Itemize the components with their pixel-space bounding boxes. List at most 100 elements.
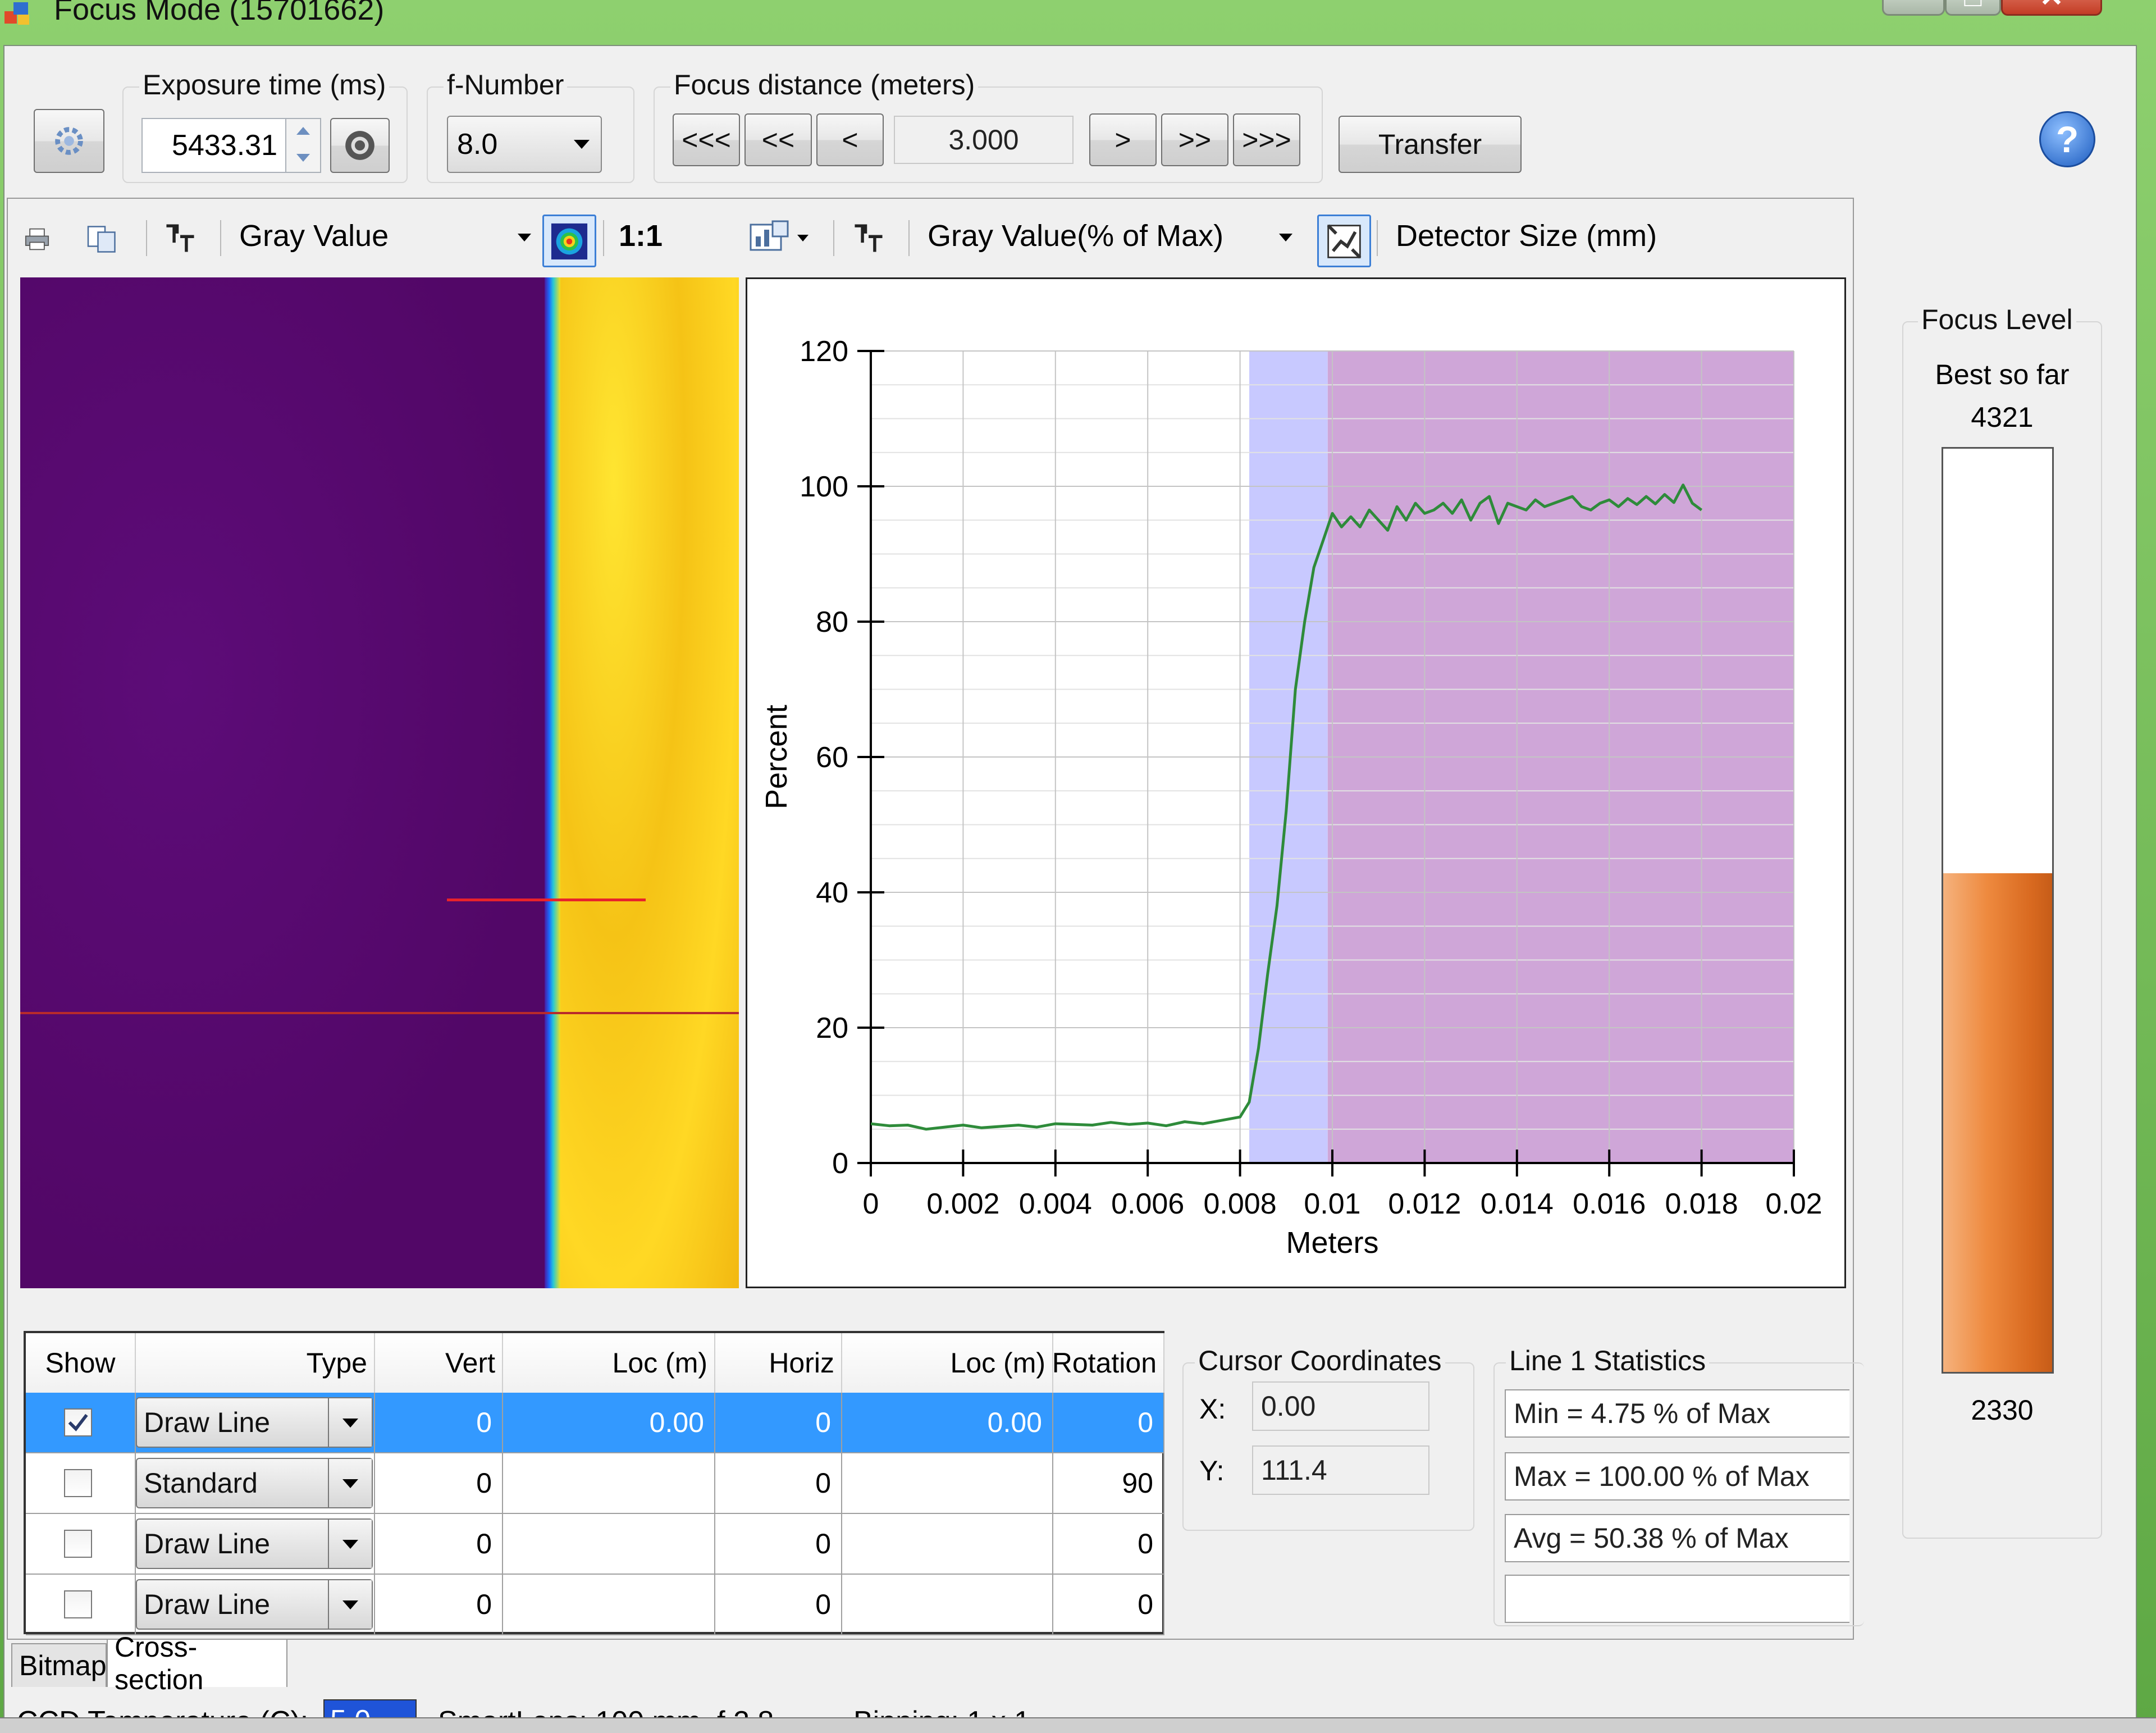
- plot-crosshair-button[interactable]: [850, 220, 889, 256]
- auto-exposure-button[interactable]: [330, 118, 390, 173]
- chevron-down-icon[interactable]: [328, 1520, 372, 1568]
- tab-cross-section[interactable]: Cross-section: [107, 1631, 287, 1695]
- horiz-cell[interactable]: 0: [715, 1393, 842, 1453]
- rotation-cell[interactable]: 0: [1053, 1393, 1164, 1453]
- copy-button[interactable]: [85, 221, 119, 257]
- type-value: Draw Line: [144, 1589, 271, 1620]
- stat-avg: Avg = 50.38 % of Max: [1505, 1514, 1849, 1562]
- y-axis-label: Percent: [760, 705, 793, 809]
- chevron-down-icon[interactable]: [328, 1398, 372, 1447]
- loc2-cell[interactable]: 0.00: [842, 1393, 1053, 1453]
- false-color-button[interactable]: [542, 215, 596, 267]
- column-header-loc-vert[interactable]: Loc (m): [503, 1333, 715, 1393]
- crosshair-line[interactable]: [20, 1012, 739, 1014]
- y-tick-label: 60: [816, 741, 848, 774]
- column-header-horiz[interactable]: Horiz: [715, 1333, 842, 1393]
- spin-up-icon[interactable]: [296, 127, 310, 135]
- vert-cell[interactable]: 0: [375, 1453, 503, 1514]
- plot-mode-select[interactable]: Gray Value(% of Max): [928, 218, 1292, 254]
- chart-layout-button[interactable]: [749, 218, 811, 258]
- cross-section-plot[interactable]: 0 0.002 0.004 0.006 0.008 0.01 0.012 0.014 0.016…: [746, 277, 1846, 1288]
- zoom-one-to-one-button[interactable]: 1:1: [619, 219, 663, 253]
- y-tick-label: 120: [800, 335, 848, 368]
- rotation-cell[interactable]: 0: [1053, 1514, 1164, 1575]
- measurement-line[interactable]: [447, 899, 646, 901]
- loc2-cell[interactable]: [842, 1453, 1053, 1514]
- show-checkbox[interactable]: [64, 1408, 92, 1436]
- focus-forward-button[interactable]: >>: [1161, 113, 1228, 166]
- type-select[interactable]: Draw Line: [136, 1397, 373, 1448]
- vert-cell[interactable]: 0: [375, 1393, 503, 1453]
- series-line[interactable]: [870, 484, 1703, 1131]
- title-bar[interactable]: Focus Mode (15701662) – □ ✕: [0, 0, 2156, 38]
- chevron-down-icon[interactable]: [328, 1580, 372, 1629]
- vert-cell[interactable]: 0: [375, 1514, 503, 1575]
- type-select[interactable]: Draw Line: [136, 1579, 373, 1630]
- units-select[interactable]: Detector Size (mm): [1396, 219, 1657, 253]
- line-chart[interactable]: 0 0.002 0.004 0.006 0.008 0.01 0.012 0.014 0.016…: [747, 279, 1844, 1287]
- crosshair-icon: [855, 224, 883, 252]
- exposure-spinner[interactable]: [285, 118, 321, 173]
- vert-cell[interactable]: 0: [375, 1575, 503, 1635]
- column-header-show[interactable]: Show: [26, 1333, 136, 1393]
- maximize-button[interactable]: □: [1945, 0, 2001, 16]
- rotation-cell[interactable]: 90: [1053, 1453, 1164, 1514]
- close-button[interactable]: ✕: [2001, 0, 2102, 16]
- focus-far-forward-button[interactable]: >>>: [1233, 113, 1300, 166]
- transfer-button[interactable]: Transfer: [1339, 116, 1522, 173]
- show-checkbox[interactable]: [64, 1590, 92, 1618]
- loc1-cell[interactable]: [503, 1453, 715, 1514]
- image-mode-select[interactable]: Gray Value: [239, 218, 531, 254]
- loc2-cell[interactable]: [842, 1514, 1053, 1575]
- focus-step-forward-button[interactable]: >: [1089, 113, 1157, 166]
- loc1-cell[interactable]: 0.00: [503, 1393, 715, 1453]
- spin-down-icon[interactable]: [296, 154, 310, 162]
- horiz-cell[interactable]: 0: [715, 1453, 842, 1514]
- focus-step-back-button[interactable]: <: [816, 113, 884, 166]
- column-header-rotation[interactable]: Rotation: [1052, 1333, 1164, 1393]
- aperture-icon: [345, 131, 374, 160]
- focus-distance-value: 3.000: [894, 116, 1074, 164]
- settings-button[interactable]: [34, 109, 104, 173]
- print-icon: [25, 228, 49, 250]
- focus-current-value: 2330: [1971, 1394, 2034, 1426]
- toolbar-separator: [220, 220, 221, 256]
- rotation-cell[interactable]: 0: [1053, 1575, 1164, 1635]
- focus-level-bar: [1942, 447, 2054, 1374]
- loc1-cell[interactable]: [503, 1514, 715, 1575]
- column-header-vert[interactable]: Vert: [375, 1333, 503, 1393]
- crosshair-button[interactable]: [162, 220, 201, 256]
- show-cell: [26, 1575, 136, 1635]
- minimize-button[interactable]: –: [1882, 0, 1945, 16]
- show-cell: [26, 1453, 136, 1514]
- print-button[interactable]: [25, 221, 49, 257]
- horiz-cell[interactable]: 0: [715, 1575, 842, 1635]
- toolbar-separator: [833, 220, 834, 256]
- type-select[interactable]: Draw Line: [136, 1518, 373, 1569]
- show-checkbox[interactable]: [64, 1469, 92, 1497]
- tab-bitmap[interactable]: Bitmap: [11, 1643, 107, 1687]
- loc1-cell[interactable]: [503, 1575, 715, 1635]
- edge-transition: [545, 277, 560, 1288]
- type-select[interactable]: Standard: [136, 1458, 373, 1508]
- column-header-type[interactable]: Type: [136, 1333, 375, 1393]
- column-header-loc-horiz[interactable]: Loc (m): [842, 1333, 1053, 1393]
- focus-back-button[interactable]: <<: [744, 113, 812, 166]
- fnumber-label: f-Number: [444, 69, 568, 101]
- exposure-input[interactable]: 5433.31: [141, 118, 287, 173]
- help-button[interactable]: ?: [2039, 111, 2095, 167]
- fnumber-select[interactable]: 8.0: [447, 116, 602, 173]
- question-mark-icon: ?: [2055, 118, 2079, 160]
- loc2-cell[interactable]: [842, 1575, 1053, 1635]
- chevron-down-icon: [797, 235, 808, 241]
- autoscale-button[interactable]: [1317, 215, 1371, 267]
- camera-image[interactable]: [20, 277, 739, 1288]
- y-tick-label: 20: [816, 1012, 848, 1045]
- focus-far-back-button[interactable]: <<<: [673, 113, 740, 166]
- horiz-cell[interactable]: 0: [715, 1514, 842, 1575]
- chevron-down-icon[interactable]: [328, 1459, 372, 1507]
- x-tick-label: 0.002: [926, 1188, 999, 1220]
- client-area: Exposure time (ms) 5433.31 f-Number 8.0 …: [3, 45, 2137, 1733]
- y-tick-label: 100: [800, 471, 848, 503]
- show-checkbox[interactable]: [64, 1530, 92, 1558]
